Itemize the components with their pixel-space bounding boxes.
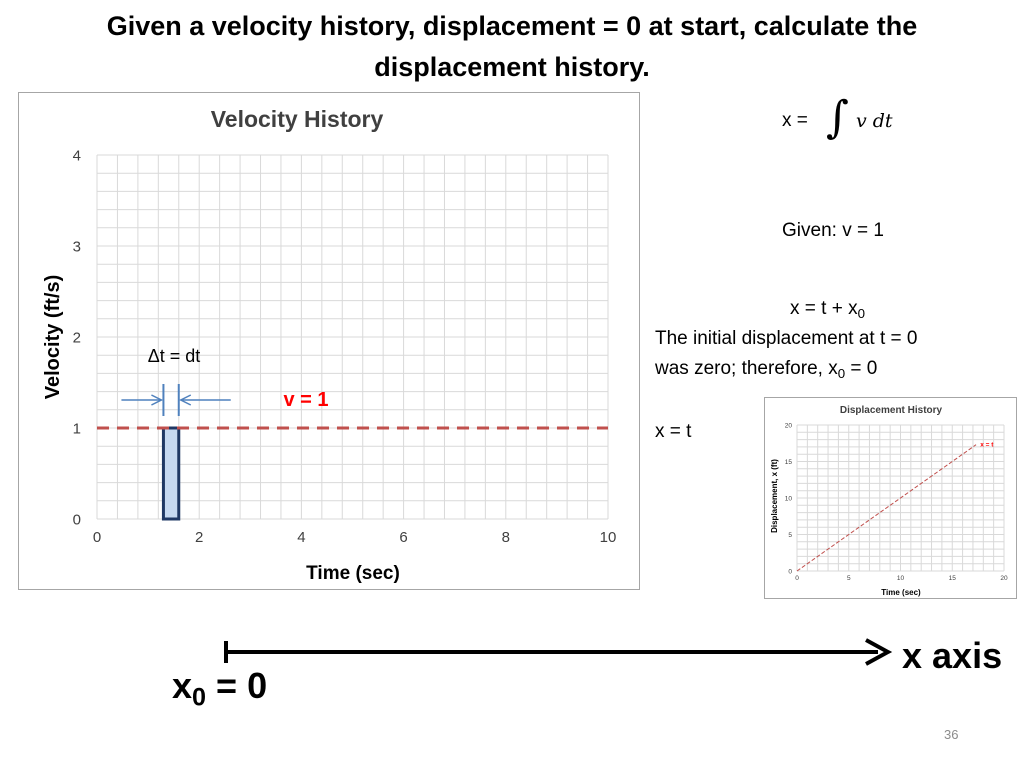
velocity-x-axis-label: Time (sec) [306, 563, 400, 584]
general-solution-main: x = t + x [790, 298, 858, 319]
displacement-x-tick-label: 0 [795, 575, 799, 582]
explanation-line-2-pre: was zero; therefore, x [655, 358, 838, 379]
explanation-line-2-post: = 0 [845, 358, 878, 379]
explanation-line-1: The initial displacement at t = 0 [655, 328, 918, 349]
velocity-x-tick-label: 6 [399, 529, 407, 546]
x-axis-arrowhead-icon [865, 638, 893, 666]
displacement-x-tick-label: 10 [897, 575, 905, 582]
general-solution: x = t + x0 [790, 298, 865, 320]
velocity-y-tick-label: 3 [73, 238, 81, 255]
velocity-y-tick-label: 1 [73, 420, 81, 437]
velocity-y-axis-label: Velocity (ft/s) [42, 275, 64, 399]
displacement-x-tick-label: 20 [1000, 575, 1008, 582]
displacement-chart: Displacement History Time (sec) Displace… [764, 397, 1017, 599]
displacement-y-tick-label: 5 [788, 532, 792, 539]
explanation-line-2-subscript: 0 [837, 365, 846, 381]
displacement-chart-svg: Displacement History Time (sec) Displace… [770, 405, 1008, 597]
given-text: Given: v = 1 [782, 220, 884, 241]
slide-title: Given a velocity history, displacement =… [106, 11, 918, 82]
explanation-line-2: was zero; therefore, x0 = 0 [655, 358, 877, 380]
origin-label: x0 = 0 [172, 665, 268, 711]
velocity-x-tick-label: 2 [195, 529, 203, 546]
dt-annotation: Δt = dt [148, 346, 201, 366]
v-equals-1-annotation: v = 1 [283, 389, 328, 411]
displacement-series-line [796, 444, 977, 572]
origin-label-post: = 0 [206, 665, 268, 706]
displacement-x-axis-label: Time (sec) [881, 588, 921, 597]
displacement-y-tick-label: 0 [788, 568, 792, 575]
integral-integrand: v dt [856, 110, 893, 132]
dt-right-arrowhead-icon [179, 394, 192, 406]
velocity-chart-svg: Velocity History Time (sec) Velocity (ft… [42, 106, 617, 584]
general-solution-subscript: 0 [857, 305, 865, 321]
dt-left-arrowhead-icon [151, 394, 164, 406]
origin-label-subscript: 0 [192, 683, 207, 712]
velocity-highlight-bar [161, 426, 181, 521]
velocity-x-tick-label: 8 [502, 529, 510, 546]
result-text: x = t [655, 421, 692, 442]
velocity-chart: Velocity History Time (sec) Velocity (ft… [18, 92, 640, 590]
integral-lhs: x = [782, 110, 808, 131]
origin-label-main: x [172, 665, 193, 706]
displacement-chart-title: Displacement History [840, 405, 943, 416]
velocity-x-tick-label: 0 [93, 529, 101, 546]
displacement-y-tick-label: 20 [785, 422, 793, 429]
velocity-chart-title: Velocity History [211, 106, 384, 132]
displacement-x-tick-label: 5 [847, 575, 851, 582]
velocity-y-tick-label: 4 [73, 147, 81, 164]
velocity-x-tick-label: 10 [600, 529, 617, 546]
velocity-x-tick-label: 4 [297, 529, 305, 546]
slide-number: 36 [944, 727, 959, 742]
displacement-y-axis-label: Displacement, x (ft) [770, 459, 779, 533]
velocity-y-tick-label: 0 [73, 511, 81, 528]
displacement-y-tick-label: 15 [785, 459, 793, 466]
integral-sign-icon: ∫ [826, 92, 849, 143]
x-equals-t-annotation: x = t [980, 442, 994, 449]
displacement-y-tick-label: 10 [785, 495, 793, 502]
x-axis-label: x axis [902, 635, 1003, 676]
velocity-y-tick-label: 2 [73, 329, 81, 346]
displacement-x-tick-label: 15 [949, 575, 957, 582]
